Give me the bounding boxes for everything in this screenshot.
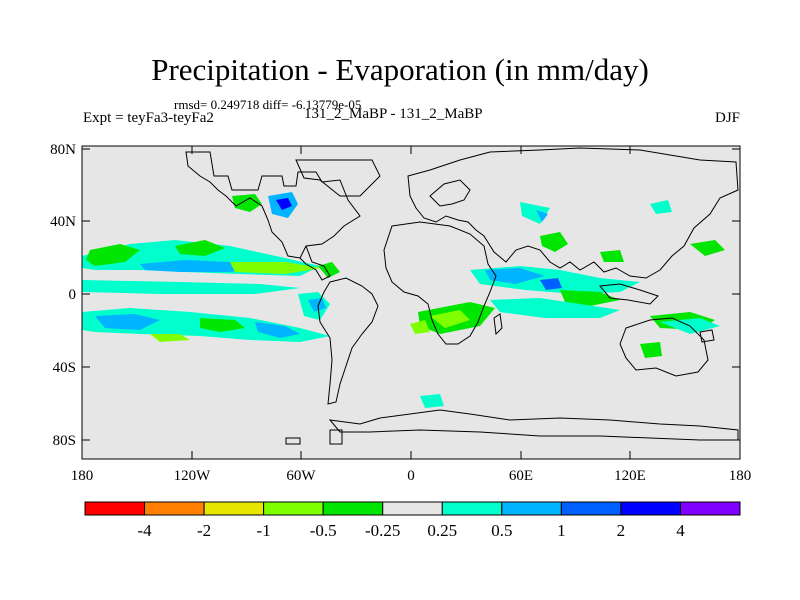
lat-tick-label: 0 (69, 287, 77, 303)
lon-tick-label: 60E (509, 468, 533, 484)
anomaly-region (560, 290, 620, 306)
coastline-island (329, 429, 343, 445)
colorbar-swatch (322, 501, 384, 516)
anomaly-region (690, 240, 725, 256)
colorbar-swatch (560, 501, 622, 516)
colorbar-swatch (441, 501, 503, 516)
coastline-south-america (317, 277, 379, 405)
lat-tick-label: 40S (53, 360, 76, 376)
anomaly-region (490, 298, 620, 318)
colorbar-label: 2 (617, 521, 626, 540)
anomaly-region (640, 342, 662, 358)
anomaly-region (308, 298, 326, 312)
colorbar-label: -1 (257, 521, 271, 540)
anomaly-field (82, 192, 725, 408)
coastline-antarctica (328, 409, 739, 441)
case-label: 131_2_MaBP - 131_2_MaBP (304, 106, 483, 122)
colorbar-swatch (382, 501, 443, 516)
lon-tick-label: 180 (71, 468, 94, 484)
colorbar-label: -4 (137, 521, 152, 540)
coastline-island (699, 329, 715, 343)
anomaly-region (540, 278, 562, 290)
anomaly-region (140, 260, 260, 272)
colorbar-label: 4 (676, 521, 685, 540)
lat-tick-label: 40N (50, 214, 76, 230)
chart-title: Precipitation - Evaporation (in mm/day) (151, 52, 649, 87)
colorbar-swatch (501, 501, 562, 516)
coastline-africa (383, 221, 497, 345)
anomaly-region (430, 310, 470, 328)
anomaly-region (485, 268, 545, 284)
lon-tick-label: 120W (174, 468, 212, 484)
lat-axis: 80N 40N 0 40S 80S (50, 142, 740, 449)
colorbar-label: 0.25 (427, 521, 457, 540)
coastline-eurasia (407, 147, 739, 279)
lon-tick-label: 0 (407, 468, 415, 484)
rmsd-diff-stats: rmsd= 0.249718 diff= -6.13779e-05 (174, 97, 362, 112)
colorbar-swatch (679, 501, 741, 516)
colorbar-swatch (263, 501, 324, 516)
anomaly-region (536, 210, 548, 222)
colorbar-label: 1 (557, 521, 566, 540)
anomaly-region (232, 194, 262, 212)
lon-axis: 180 120W 60W 0 60E 120E 180 (71, 146, 752, 484)
anomaly-region (540, 232, 568, 252)
anomaly-region (276, 198, 292, 210)
lat-tick-label: 80N (50, 142, 76, 158)
anomaly-region (200, 318, 245, 332)
colorbar-swatch (203, 501, 265, 516)
lon-tick-label: 60W (286, 468, 316, 484)
coastline-scandinavia (429, 179, 471, 207)
anomaly-region (255, 322, 300, 338)
anomaly-region (230, 262, 322, 274)
coastline-madagascar (493, 313, 503, 336)
lon-tick-label: 180 (729, 468, 752, 484)
coastline (185, 147, 739, 445)
colorbar-label: -0.25 (365, 521, 400, 540)
lat-tick-label: 80S (53, 433, 76, 449)
lon-tick-label: 120E (614, 468, 646, 484)
anomaly-region (600, 250, 624, 262)
anomaly-region (95, 314, 160, 330)
colorbar: -4 -2 -1 -0.5 -0.25 0.25 0.5 1 2 4 (84, 501, 741, 540)
coastline-indonesia (599, 283, 659, 305)
anomaly-region (420, 394, 444, 408)
anomaly-region (650, 200, 672, 214)
anomaly-region (86, 244, 140, 266)
coastline-australia (619, 317, 709, 377)
colorbar-swatch (144, 501, 205, 516)
colorbar-swatch (620, 501, 681, 516)
colorbar-label: 0.5 (491, 521, 512, 540)
colorbar-label: -2 (197, 521, 211, 540)
coastline-island (285, 437, 301, 445)
anomaly-region (175, 240, 225, 256)
anomaly-region (82, 280, 300, 294)
anomaly-region (410, 320, 430, 334)
coastline-central-america (299, 245, 331, 281)
colorbar-swatch (84, 501, 146, 516)
experiment-label: Expt = teyFa3-teyFa2 (83, 110, 214, 126)
colorbar-label: -0.5 (310, 521, 337, 540)
coastline-north-america (185, 151, 361, 259)
season-label: DJF (714, 110, 740, 126)
anomaly-region (150, 334, 190, 342)
coastline-greenland (295, 159, 381, 197)
